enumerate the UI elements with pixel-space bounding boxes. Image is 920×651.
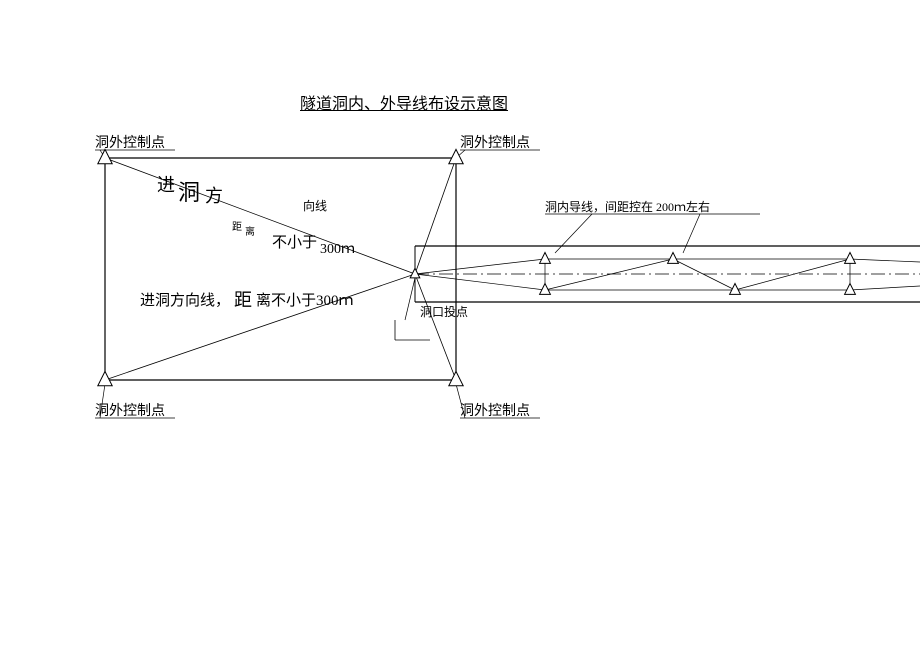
diagram-svg bbox=[0, 0, 920, 651]
diagram-canvas: 隧道洞内、外导线布设示意图 洞外控制点 洞外控制点 洞外控制点 洞外控制点 进 … bbox=[0, 0, 920, 651]
